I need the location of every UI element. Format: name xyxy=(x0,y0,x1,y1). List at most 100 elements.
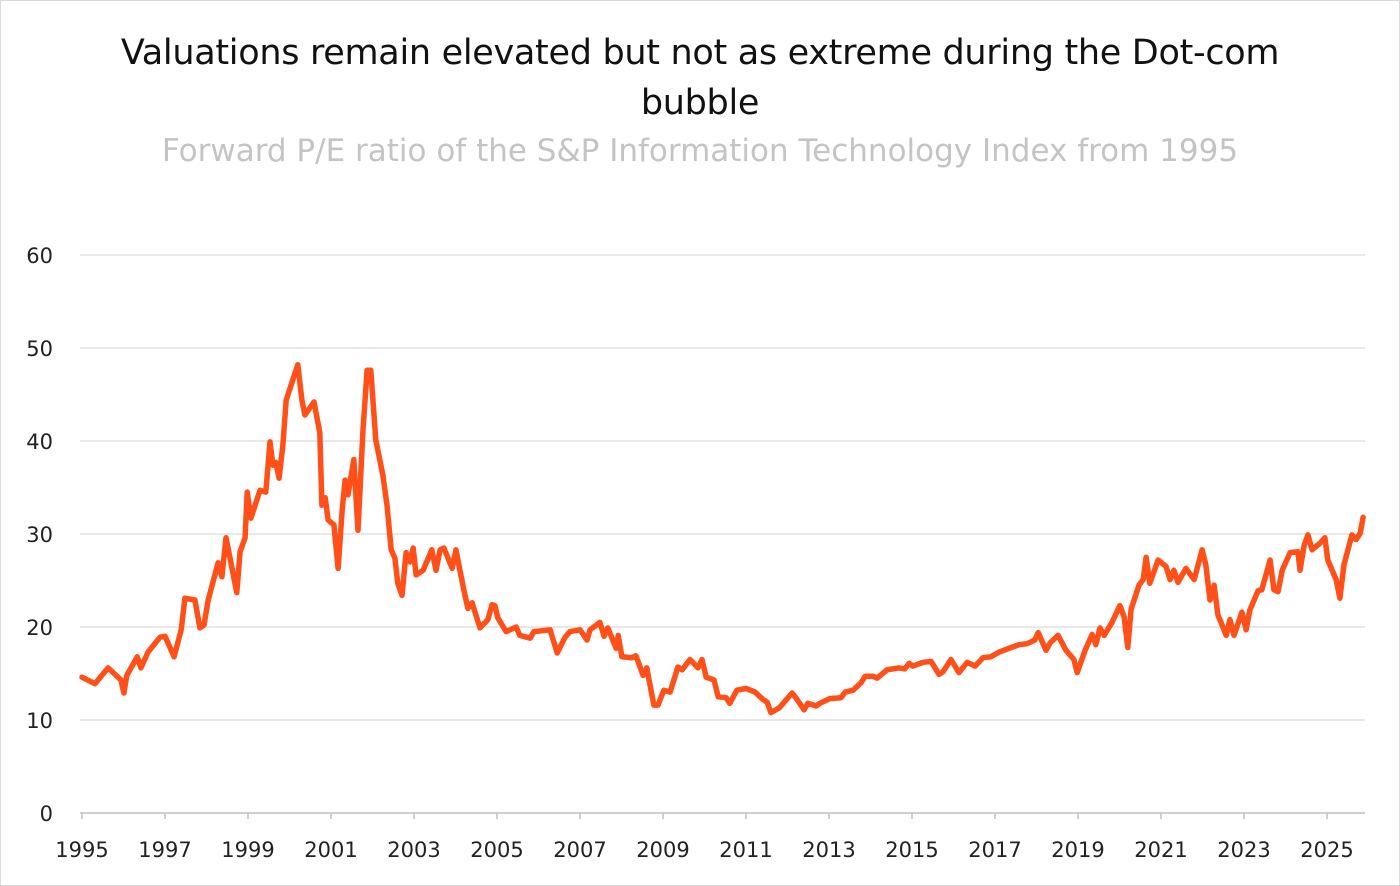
data-point xyxy=(1246,629,1247,630)
data-point xyxy=(702,659,703,660)
data-point xyxy=(804,709,805,710)
data-point xyxy=(1146,557,1147,558)
data-point xyxy=(282,444,283,445)
data-point xyxy=(382,475,383,476)
data-point xyxy=(160,637,161,638)
data-point xyxy=(1170,579,1171,580)
data-point xyxy=(218,562,219,563)
data-point xyxy=(1205,564,1206,565)
data-point xyxy=(1307,534,1308,535)
data-point xyxy=(1217,614,1218,615)
data-point xyxy=(463,589,464,590)
data-point xyxy=(328,520,329,521)
data-point xyxy=(939,674,940,675)
data-point xyxy=(904,668,905,669)
data-point xyxy=(1166,566,1167,567)
data-point xyxy=(779,707,780,708)
data-point xyxy=(636,655,637,656)
data-point xyxy=(763,699,764,700)
data-point xyxy=(1077,672,1078,673)
data-point xyxy=(697,667,698,668)
data-point xyxy=(899,667,900,668)
data-point xyxy=(1095,644,1096,645)
data-point xyxy=(199,627,200,628)
y-tick-label: 30 xyxy=(26,523,53,547)
data-point xyxy=(845,692,846,693)
data-point xyxy=(618,635,619,636)
data-point xyxy=(1119,605,1120,606)
data-point xyxy=(792,693,793,694)
data-point xyxy=(1139,585,1140,586)
data-point xyxy=(516,627,517,628)
data-point xyxy=(1241,612,1242,613)
x-tick-label: 2017 xyxy=(968,838,1021,862)
data-point xyxy=(795,697,796,698)
data-point xyxy=(208,600,209,601)
data-point xyxy=(658,705,659,706)
data-point xyxy=(533,631,534,632)
data-point xyxy=(240,551,241,552)
data-point xyxy=(423,570,424,571)
data-point xyxy=(236,592,237,593)
data-point xyxy=(865,676,866,677)
data-point xyxy=(631,657,632,658)
data-point xyxy=(770,712,771,713)
data-point xyxy=(1104,635,1105,636)
data-point xyxy=(338,568,339,569)
data-point xyxy=(443,548,444,549)
data-point xyxy=(1278,591,1279,592)
data-point xyxy=(646,667,647,668)
data-point xyxy=(301,400,302,401)
data-point xyxy=(286,400,287,401)
data-point xyxy=(975,666,976,667)
data-point xyxy=(1327,560,1328,561)
data-point xyxy=(94,683,95,684)
data-point xyxy=(829,698,830,699)
data-point xyxy=(1356,539,1357,540)
data-point xyxy=(123,693,124,694)
data-point xyxy=(1273,589,1274,590)
data-point xyxy=(580,629,581,630)
data-point xyxy=(1261,589,1262,590)
data-point xyxy=(1085,650,1086,651)
data-point xyxy=(1112,622,1113,623)
data-point xyxy=(1360,533,1361,534)
data-point xyxy=(1300,570,1301,571)
chart-title: Valuations remain elevated but not as ex… xyxy=(120,33,1280,123)
data-point xyxy=(1019,644,1020,645)
data-point xyxy=(272,465,273,466)
data-point xyxy=(1158,560,1159,561)
data-point xyxy=(1324,537,1325,538)
data-point xyxy=(714,680,715,681)
data-point xyxy=(1336,579,1337,580)
data-point xyxy=(467,608,468,609)
data-point xyxy=(1270,560,1271,561)
y-tick-label: 0 xyxy=(40,802,53,826)
data-point xyxy=(194,600,195,601)
data-point xyxy=(943,671,944,672)
data-point xyxy=(565,637,566,638)
data-point xyxy=(550,629,551,630)
data-point xyxy=(1038,632,1039,633)
data-point xyxy=(873,676,874,677)
data-point xyxy=(140,667,141,668)
data-point xyxy=(1319,543,1320,544)
data-point xyxy=(1066,650,1067,651)
data-point xyxy=(1185,568,1186,569)
data-point xyxy=(1312,549,1313,550)
x-tick-label: 2007 xyxy=(553,838,606,862)
data-point xyxy=(455,549,456,550)
data-point xyxy=(292,382,293,383)
data-point xyxy=(729,703,730,704)
series-layer xyxy=(79,361,1366,716)
data-point xyxy=(1046,650,1047,651)
data-point xyxy=(440,549,441,550)
data-point xyxy=(126,675,127,676)
data-point xyxy=(1034,640,1035,641)
data-point xyxy=(599,622,600,623)
data-point xyxy=(137,656,138,657)
data-point xyxy=(1290,552,1291,553)
data-point xyxy=(967,662,968,663)
data-point xyxy=(1058,635,1059,636)
data-point xyxy=(557,653,558,654)
